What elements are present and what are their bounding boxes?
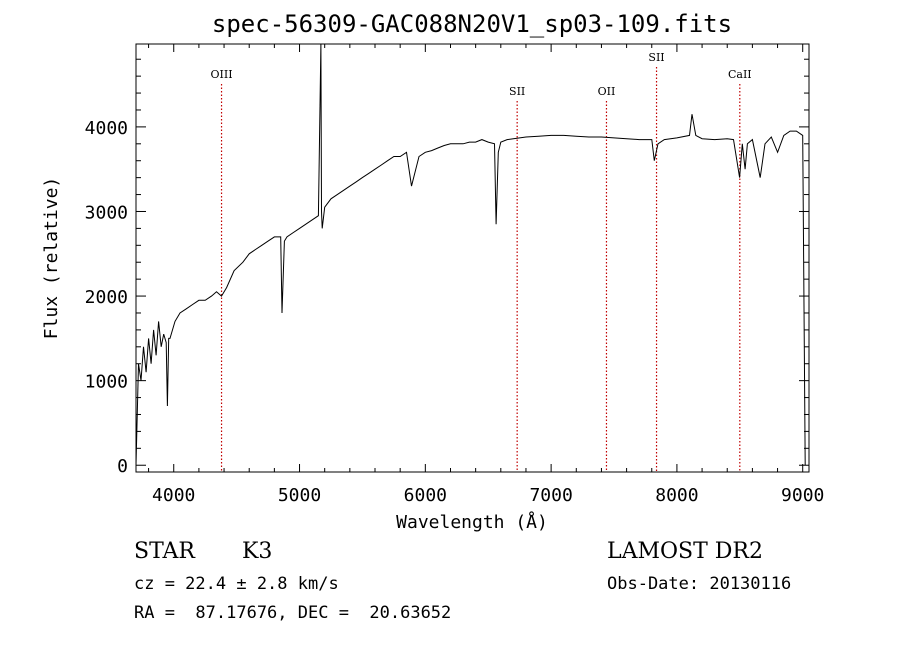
y-tick-label: 1000 [85, 372, 128, 393]
spectral-line-label: OII [598, 85, 616, 98]
x-tick-label: 8000 [655, 485, 698, 506]
spectral-line-label: SII [509, 85, 525, 98]
spectral-line-label: CaII [728, 68, 752, 81]
x-tick-label: 4000 [152, 485, 195, 506]
redshift-cz: cz = 22.4 ± 2.8 km/s [134, 574, 339, 594]
x-tick-label: 6000 [404, 485, 447, 506]
plot-frame [135, 43, 810, 473]
object-subclass: K3 [242, 539, 273, 564]
coordinates: RA = 87.17676, DEC = 20.63652 [134, 603, 452, 623]
axis-ticks: 4000 5000 6000 7000 8000 9000 0 1000 2000 3000 400… [85, 44, 824, 506]
x-axis-label: Wavelength (Å) [396, 511, 548, 533]
y-tick-label: 4000 [85, 118, 128, 139]
survey-name: LAMOST DR2 [607, 539, 763, 564]
spectral-line-label: OIII [211, 68, 233, 81]
spectral-line-markers: OIII SII OII SII CaII [211, 51, 752, 472]
x-tick-label: 5000 [278, 485, 321, 506]
y-tick-label: 3000 [85, 202, 128, 223]
chart-title: spec-56309-GAC088N20V1_sp03-109.fits [212, 10, 732, 38]
spectrum-series-line [135, 43, 806, 466]
object-class: STAR [134, 539, 195, 564]
x-tick-label: 7000 [529, 485, 572, 506]
x-tick-label: 9000 [781, 485, 824, 506]
observation-date: Obs-Date: 20130116 [607, 574, 792, 594]
spectral-line-label: SII [648, 51, 664, 64]
y-tick-label: 0 [117, 456, 128, 477]
y-tick-label: 2000 [85, 287, 128, 308]
y-axis-label: Flux (relative) [41, 177, 62, 340]
